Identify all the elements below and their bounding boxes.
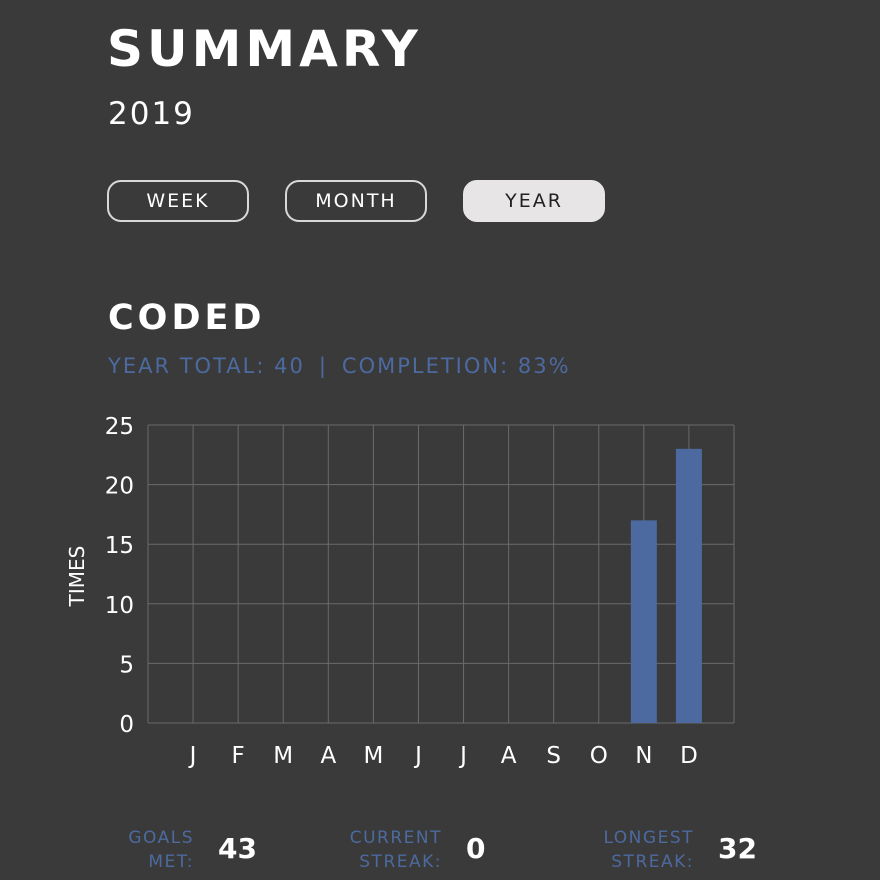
current-streak-value: 0 (466, 832, 486, 865)
section-stats: YEAR TOTAL: 40 | COMPLETION: 83% (108, 352, 571, 380)
x-tick-label: N (635, 743, 652, 769)
x-tick-label: M (363, 743, 383, 769)
year-total: YEAR TOTAL: 40 (108, 354, 305, 378)
longest-streak-label-line2: STREAK: (611, 852, 694, 872)
longest-streak-value: 32 (718, 832, 757, 865)
y-tick-label: 25 (105, 414, 134, 440)
x-tick-label: A (501, 743, 517, 769)
y-tick-label: 20 (105, 474, 134, 500)
goals-met-value: 43 (218, 832, 257, 865)
x-tick-label: O (590, 743, 608, 769)
x-tick-label: J (188, 743, 197, 769)
page-title: SUMMARY (107, 20, 422, 78)
longest-streak-label: LONGEST STREAK: (574, 826, 694, 874)
tab-week[interactable]: WEEK (107, 180, 249, 222)
current-streak-label: CURRENT STREAK: (322, 826, 442, 874)
goals-met-label-line1: GOALS (128, 828, 194, 848)
goals-met-label-line2: MET: (148, 852, 194, 872)
x-tick-label: D (680, 743, 698, 769)
stats-separator: | (318, 354, 328, 378)
x-tick-label: J (458, 743, 467, 769)
goals-met-label: GOALS MET: (74, 826, 194, 874)
current-streak-label-line2: STREAK: (359, 852, 442, 872)
tab-month[interactable]: MONTH (285, 180, 427, 222)
longest-streak-label-line1: LONGEST (603, 828, 694, 848)
x-tick-label: J (413, 743, 422, 769)
coded-bar-chart: 0 5 10 15 20 25 J F M A M J J A S O N D TIMES (65, 414, 735, 769)
year-label: 2019 (108, 96, 195, 132)
y-axis-label: TIMES (65, 546, 89, 608)
y-tick-label: 0 (119, 712, 134, 738)
x-tick-label: S (546, 743, 561, 769)
y-tick-label: 15 (105, 533, 134, 559)
y-tick-label: 5 (119, 652, 134, 678)
x-tick-label: F (232, 743, 245, 769)
x-tick-label: A (320, 743, 336, 769)
section-title: CODED (108, 298, 266, 338)
bar-d-11 (675, 448, 702, 723)
tab-year[interactable]: YEAR (463, 180, 605, 222)
bar-n-10 (630, 520, 657, 723)
completion: COMPLETION: 83% (341, 354, 571, 378)
current-streak-label-line1: CURRENT (349, 828, 442, 848)
x-tick-label: M (273, 743, 293, 769)
y-tick-label: 10 (105, 593, 134, 619)
